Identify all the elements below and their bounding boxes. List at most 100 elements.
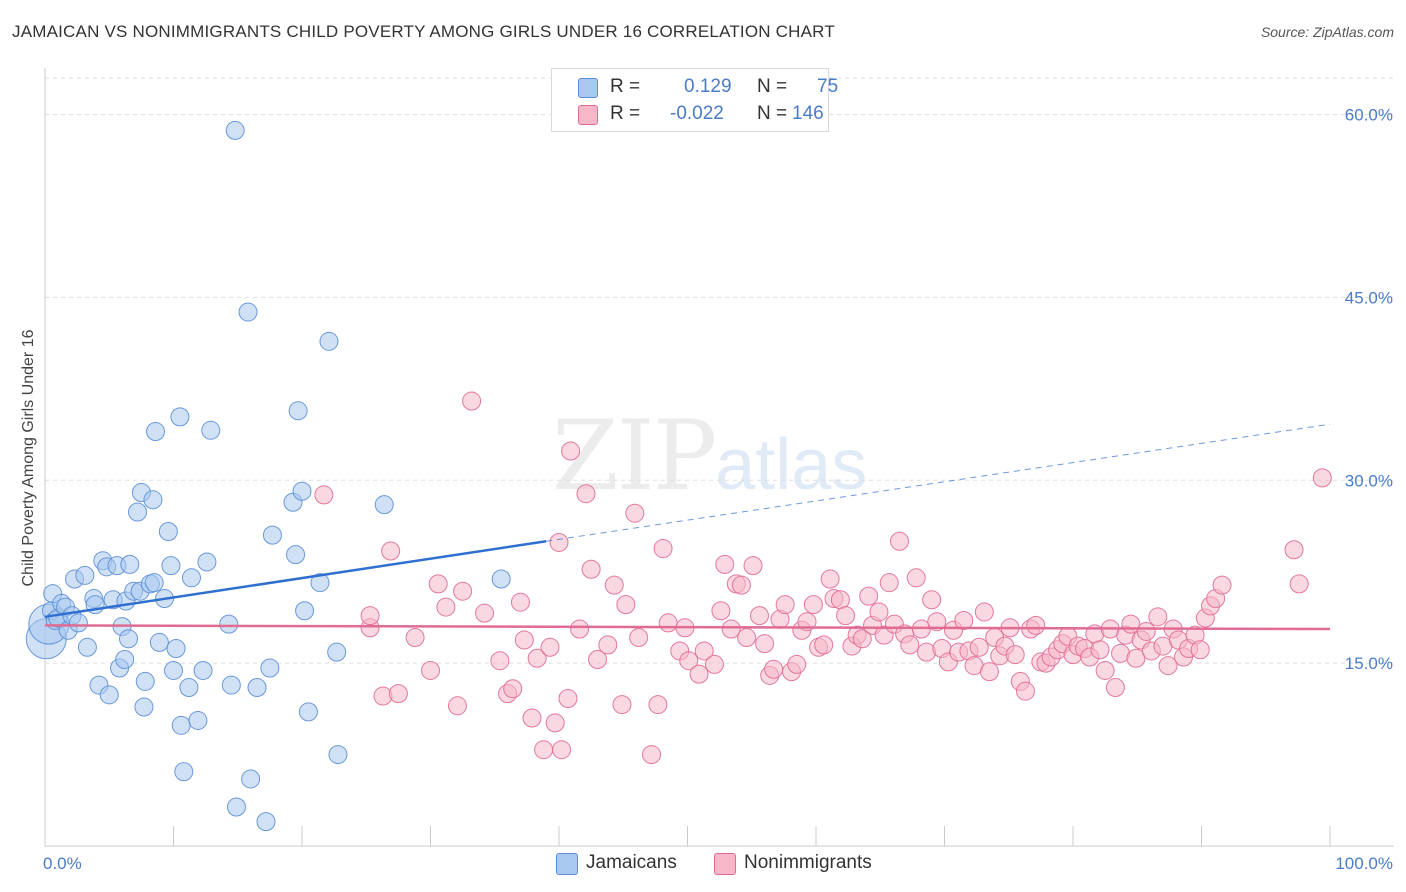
jamaicans-point <box>298 702 318 722</box>
jamaicans-point <box>225 120 245 140</box>
axes <box>44 68 1394 847</box>
nonimmigrants-point <box>648 695 668 715</box>
nonimmigrants-point <box>581 559 601 579</box>
legend-r-value: -0.022 <box>670 103 724 124</box>
nonimmigrants-point <box>704 654 724 674</box>
jamaicans-point <box>319 331 339 351</box>
nonimmigrants-point <box>764 659 784 679</box>
nonimmigrants-point <box>797 612 817 632</box>
jamaicans-point <box>128 502 148 522</box>
y-axis-title: Child Poverty Among Girls Under 16 <box>20 329 37 586</box>
legend-n-label: N = <box>757 103 788 124</box>
nonimmigrants-point <box>820 569 840 589</box>
nonimmigrants-point <box>360 606 380 626</box>
jamaicans-point <box>188 710 208 730</box>
nonimmigrants-point <box>503 679 523 699</box>
nonimmigrants-point <box>604 575 624 595</box>
nonimmigrants-point <box>453 581 473 601</box>
nonimmigrants-point <box>836 606 856 626</box>
jamaicans-point <box>179 678 199 698</box>
nonimmigrants-point <box>653 539 673 559</box>
jamaicans-point <box>115 649 135 669</box>
jamaicans-point <box>201 420 221 440</box>
nonimmigrants-point <box>570 619 590 639</box>
jamaicans-point <box>295 601 315 621</box>
nonimmigrants-point <box>1190 640 1210 660</box>
nonimmigrants-point <box>428 574 448 594</box>
jamaicans-point <box>149 632 169 652</box>
nonimmigrants-point <box>721 619 741 639</box>
jamaicans-point <box>135 671 155 691</box>
jamaicans-point <box>134 697 154 717</box>
jamaicans-point <box>171 715 191 735</box>
nonimmigrants-point <box>421 660 440 680</box>
bottom-legend-label-nonimmigrants: Nonimmigrants <box>744 852 872 873</box>
nonimmigrants-point <box>1126 648 1146 668</box>
nonimmigrants-point <box>954 610 974 630</box>
x-tick-label: 0.0% <box>43 854 82 873</box>
jamaicans-point <box>221 675 241 695</box>
nonimmigrants-point <box>598 635 618 655</box>
nonimmigrants-point <box>534 740 554 760</box>
nonimmigrants-point <box>1105 678 1125 698</box>
nonimmigrants-point <box>314 485 334 505</box>
jamaicans-point <box>174 762 194 782</box>
nonimmigrants-point <box>576 484 596 504</box>
nonimmigrants-point <box>1158 656 1178 676</box>
nonimmigrants-point <box>436 597 456 617</box>
jamaicans-point <box>158 521 178 541</box>
jamaicans-trend-extension <box>546 423 1331 542</box>
jamaicans-point <box>166 639 186 659</box>
jamaicans-point <box>262 525 282 545</box>
nonimmigrants-point <box>447 696 467 716</box>
nonimmigrants-point <box>405 628 425 648</box>
y-tick-label: 60.0% <box>1345 106 1393 125</box>
jamaicans-point <box>120 554 140 574</box>
correlation-legend: R = 0.129 N = 75 R = -0.022 N = 146 <box>551 68 838 132</box>
nonimmigrants-point <box>474 603 494 623</box>
nonimmigrants-point <box>612 695 632 715</box>
jamaicans-point <box>193 660 213 680</box>
nonimmigrants-point <box>388 684 408 704</box>
nonimmigrants-point <box>749 606 769 626</box>
legend-swatch-jamaicans <box>578 78 598 98</box>
jamaicans-point <box>328 745 348 765</box>
nonimmigrants-point <box>588 649 608 669</box>
nonimmigrants-point <box>803 595 823 615</box>
bottom-legend-swatch-nonimmigrants <box>714 853 736 875</box>
jamaicans-point <box>68 613 88 633</box>
jamaicans-point <box>241 769 261 789</box>
nonimmigrants-point <box>1312 468 1332 488</box>
nonimmigrants-point <box>694 641 714 661</box>
nonimmigrants-point <box>1136 621 1156 641</box>
nonimmigrants-point <box>689 664 709 684</box>
jamaicans-point <box>327 642 347 662</box>
nonimmigrants-point <box>715 554 735 574</box>
nonimmigrants-point <box>859 586 879 606</box>
nonimmigrants-point <box>527 648 547 668</box>
nonimmigrants-point <box>545 713 565 733</box>
legend-r-label: R = <box>610 76 641 97</box>
nonimmigrants-point <box>490 651 510 671</box>
data-points <box>25 120 1332 832</box>
nonimmigrants-point <box>629 628 649 648</box>
jamaicans-point <box>119 629 139 649</box>
jamaicans-trend-line <box>44 540 547 619</box>
jamaicans-point <box>161 556 181 576</box>
jamaicans-point <box>144 573 164 593</box>
jamaicans-point <box>219 614 239 634</box>
nonimmigrants-point <box>711 601 731 621</box>
jamaicans-point <box>238 302 258 322</box>
nonimmigrants-point <box>679 651 699 671</box>
legend-n-label: N = <box>757 76 788 97</box>
jamaicans-point <box>77 637 97 657</box>
jamaicans-point <box>374 495 394 515</box>
nonimmigrants-point <box>1148 607 1168 627</box>
bottom-legend-swatch-jamaicans <box>556 853 578 875</box>
nonimmigrants-point <box>552 740 572 760</box>
nonimmigrants-point <box>755 634 775 654</box>
nonimmigrants-point <box>906 568 926 588</box>
nonimmigrants-point <box>540 637 560 657</box>
nonimmigrants-point <box>900 635 920 655</box>
nonimmigrants-point <box>922 590 942 610</box>
